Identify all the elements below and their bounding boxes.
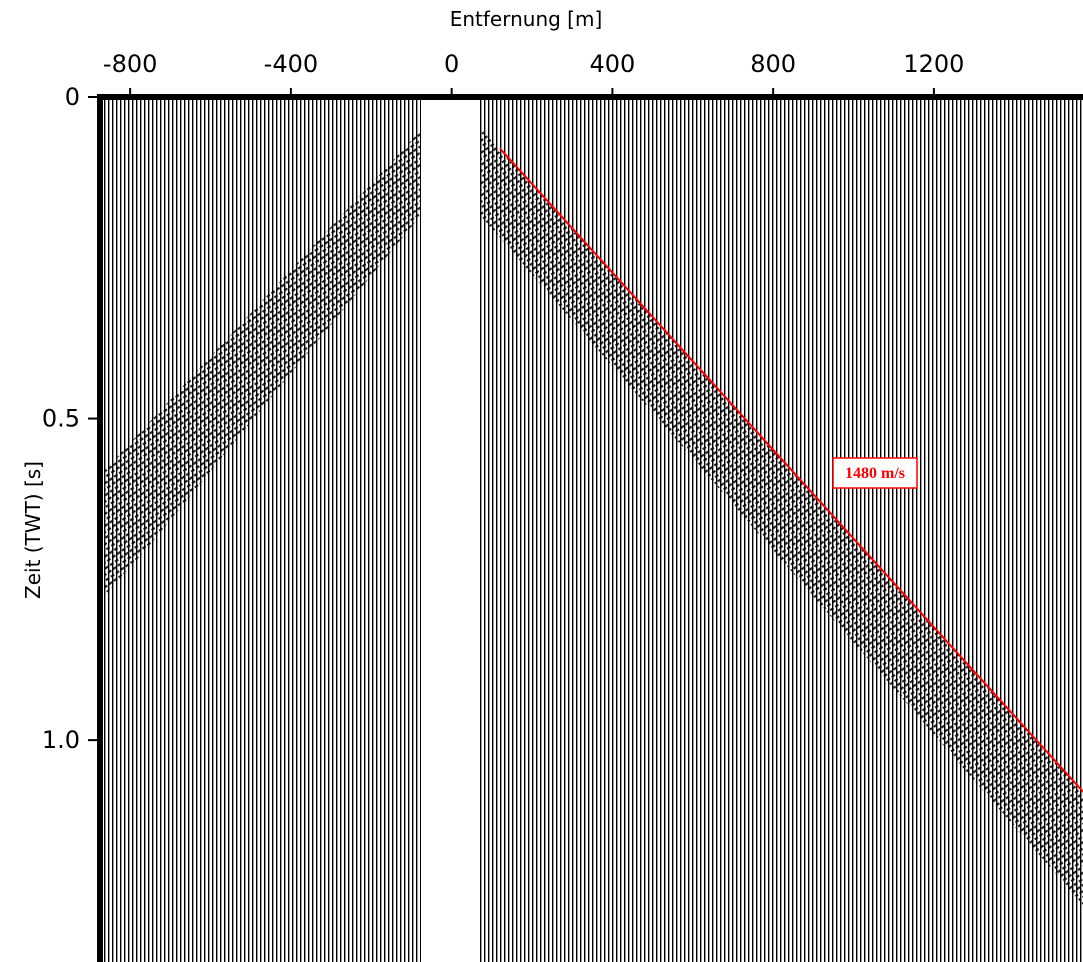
y-tick-label: 0.5 — [42, 405, 80, 433]
x-tick-label: 1200 — [903, 50, 964, 78]
y-tick-label: 0 — [65, 83, 80, 111]
x-tick-label: 400 — [589, 50, 635, 78]
x-tick-label: -400 — [264, 50, 318, 78]
x-axis-title: Entfernung [m] — [450, 7, 603, 31]
arrival-band-right — [480, 128, 1083, 905]
annotation: 1480 m/s — [845, 465, 905, 482]
annotation-box — [832, 457, 918, 489]
x-tick-label: 0 — [444, 50, 459, 78]
plot-area — [499, 147, 1083, 793]
y-axis-title: Zeit (TWT) [s] — [21, 461, 45, 599]
y-tick-label: 1.0 — [42, 726, 80, 754]
velocity-line — [499, 147, 1083, 793]
x-tick-label: 800 — [750, 50, 796, 78]
x-tick-label: -800 — [103, 50, 157, 78]
arrival-band-left — [105, 130, 421, 595]
